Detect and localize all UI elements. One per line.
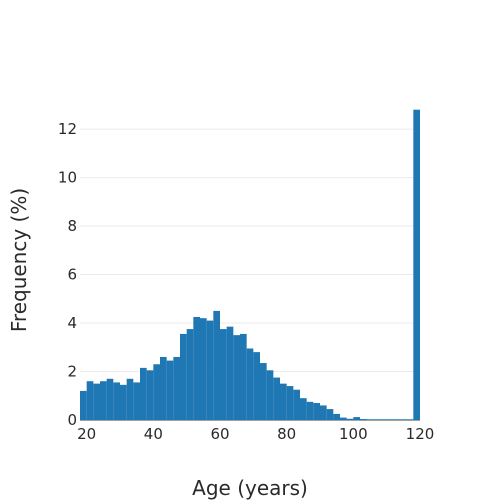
histogram-bar: [220, 329, 227, 420]
histogram-bar: [260, 363, 267, 420]
histogram-bar: [353, 417, 360, 420]
histogram-bar: [306, 401, 314, 420]
histogram-bar: [326, 409, 334, 420]
histogram-bar: [106, 378, 114, 420]
histogram-bar: [286, 386, 294, 420]
histogram-bar: [280, 383, 287, 420]
histogram-bar: [300, 398, 307, 420]
y-tick-label: 0: [67, 411, 77, 429]
histogram-bar: [166, 360, 174, 420]
histogram-bar: [213, 310, 220, 420]
histogram-bar: [360, 419, 367, 420]
y-tick-label: 2: [67, 363, 77, 381]
histogram-bar: [93, 383, 100, 420]
y-gridlines: [80, 128, 420, 421]
y-axis-tick-labels: 0 2 4 6 8 10 12: [58, 120, 77, 429]
histogram-bar: [146, 370, 154, 420]
histogram-bar: [180, 333, 187, 420]
histogram-bar: [226, 326, 234, 420]
histogram-bar: [113, 382, 120, 420]
histogram-bar: [253, 352, 260, 420]
histogram-bar: [186, 329, 194, 420]
x-tick-label: 60: [210, 425, 229, 443]
histogram-bar: [233, 335, 240, 420]
histogram-bar: [133, 382, 140, 420]
histogram-bar: [120, 384, 127, 420]
histogram-bar: [240, 333, 247, 420]
histogram-bar: [373, 419, 380, 420]
histogram-bar: [206, 320, 214, 420]
histogram-bar: [140, 367, 147, 420]
histogram-bars: [80, 109, 420, 421]
histogram-bar: [246, 348, 254, 420]
histogram-bar: [366, 419, 374, 420]
histogram-bar: [80, 390, 87, 420]
histogram-bar: [200, 318, 207, 420]
histogram-bar: [293, 389, 300, 420]
histogram-bar: [126, 378, 134, 420]
x-tick-label: 120: [406, 425, 435, 443]
histogram-bar: [333, 413, 340, 420]
y-tick-label: 6: [67, 266, 77, 284]
x-tick-label: 100: [339, 425, 368, 443]
histogram-bar: [393, 419, 400, 420]
histogram-bar: [160, 356, 167, 420]
histogram-bar: [193, 316, 200, 420]
histogram-bar: [346, 418, 354, 420]
histogram-bar: [413, 109, 420, 421]
histogram-bar: [273, 377, 280, 420]
histogram-bar: [313, 403, 320, 420]
histogram-bar: [340, 417, 347, 420]
histogram-bar: [100, 381, 107, 420]
y-tick-label: 8: [67, 217, 77, 235]
x-tick-label: 20: [77, 425, 96, 443]
histogram-bar: [320, 405, 327, 420]
histogram-bar: [173, 356, 180, 420]
y-tick-label: 4: [67, 314, 77, 332]
x-axis-title: Age (years): [192, 476, 308, 500]
x-tick-label: 80: [277, 425, 296, 443]
x-tick-label: 40: [144, 425, 163, 443]
y-tick-label: 10: [58, 169, 77, 187]
histogram-bar: [380, 419, 387, 420]
histogram-bar: [400, 419, 407, 420]
histogram-bar: [86, 381, 94, 420]
histogram-bar: [266, 370, 274, 420]
histogram-bar: [153, 364, 160, 420]
histogram-bar: [386, 419, 394, 420]
y-tick-label: 12: [58, 120, 77, 138]
histogram-bar: [406, 419, 414, 420]
x-axis-tick-labels: 20 40 60 80 100 120: [77, 425, 434, 443]
y-axis-title: Frequency (%): [7, 188, 31, 332]
